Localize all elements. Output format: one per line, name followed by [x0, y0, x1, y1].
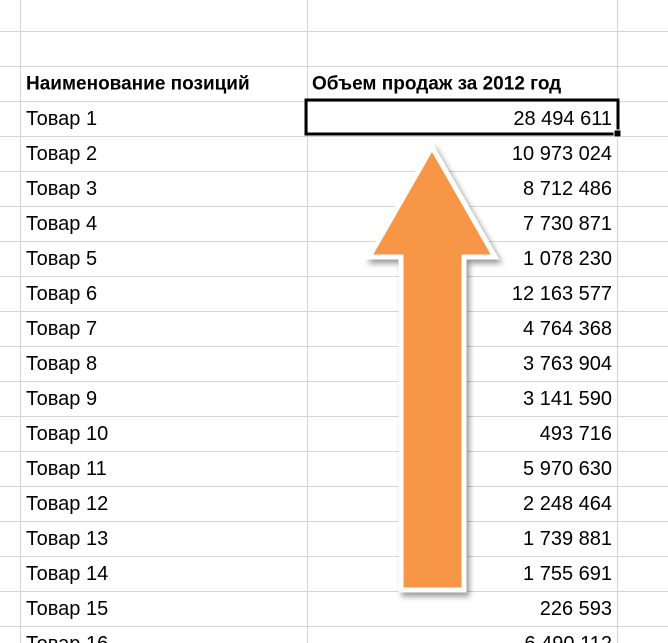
cell: 2 248 464: [523, 493, 612, 515]
cell: 3 763 904: [523, 353, 612, 375]
header-cell: Наименование позиций: [26, 74, 250, 95]
up-arrow: [364, 141, 500, 593]
cell: Товар 5: [26, 248, 97, 270]
cell: 493 716: [540, 423, 612, 445]
cell: 4 764 368: [523, 318, 612, 340]
cell: Товар 12: [26, 493, 108, 515]
cell: Товар 15: [26, 598, 108, 620]
cell: 226 593: [540, 598, 612, 620]
cell: Товар 10: [26, 423, 108, 445]
fill-handle[interactable]: [613, 129, 622, 138]
cell: 1 739 881: [523, 528, 612, 550]
cell: 6 490 112: [525, 633, 613, 643]
header-cell: Объем продаж за 2012 год: [312, 74, 561, 95]
cell: Товар 1: [26, 108, 97, 130]
cell: Товар 9: [26, 388, 97, 410]
cell: Товар 4: [26, 213, 97, 235]
cell: 12 163 577: [512, 283, 612, 305]
cell: 8 712 486: [523, 178, 612, 200]
cell: 5 970 630: [523, 458, 612, 480]
cell: 1 755 691: [523, 563, 612, 585]
cell: 1 078 230: [523, 248, 612, 270]
cell: Товар 13: [26, 528, 108, 550]
cell: Товар 16: [26, 633, 108, 643]
cell: 3 141 590: [523, 388, 612, 410]
cell: Товар 6: [26, 283, 97, 305]
cell: 7 730 871: [523, 213, 612, 235]
cell: Товар 11: [26, 458, 107, 480]
cell: Товар 14: [26, 563, 108, 585]
cell: Товар 8: [26, 353, 97, 375]
cell: Товар 3: [26, 178, 97, 200]
cell: Товар 2: [26, 143, 97, 165]
selected-cell[interactable]: [304, 98, 620, 136]
cell: 10 973 024: [512, 143, 612, 165]
cell: Товар 7: [26, 318, 97, 340]
cell: 28 494 611: [513, 108, 612, 130]
cells: Наименование позиций Объем продаж за 2012…: [26, 74, 612, 643]
